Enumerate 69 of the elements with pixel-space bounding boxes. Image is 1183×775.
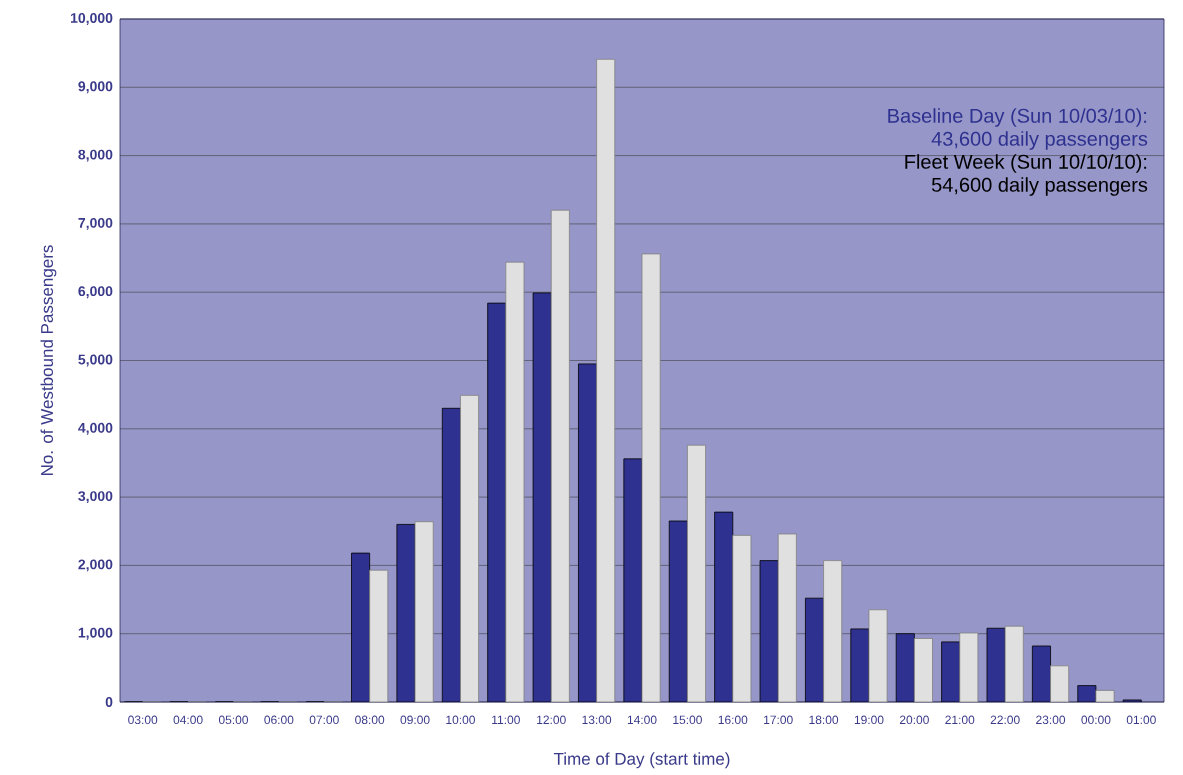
x-tick-label: 13:00 — [582, 715, 612, 725]
y-tick-label: 1,000 — [78, 627, 113, 640]
x-tick-label: 08:00 — [355, 715, 385, 725]
bar — [623, 458, 643, 703]
x-tick-label: 07:00 — [309, 715, 339, 725]
x-tick-label: 10:00 — [446, 715, 475, 725]
bar — [732, 535, 752, 703]
bar — [714, 511, 734, 703]
bar — [351, 552, 371, 703]
bar — [668, 520, 688, 703]
x-tick-label: 09:00 — [400, 715, 430, 725]
bar — [1004, 625, 1024, 703]
x-axis-title: Time of Day (start time) — [553, 752, 730, 769]
x-tick-label: 01:00 — [1126, 715, 1156, 725]
y-tick-label: 0 — [105, 697, 113, 708]
bar — [805, 597, 824, 703]
bar — [687, 444, 706, 703]
bar — [823, 560, 843, 703]
y-axis-title: No. of Westbound Passengers — [40, 245, 57, 476]
y-tick-label: 8,000 — [78, 149, 113, 162]
y-tick-label: 10,000 — [70, 13, 113, 26]
x-tick-label: 17:00 — [764, 715, 793, 725]
bar — [641, 253, 661, 703]
y-tick-label: 6,000 — [78, 286, 113, 299]
x-tick-label: 16:00 — [718, 715, 748, 725]
x-tick-label: 18:00 — [809, 715, 839, 725]
x-tick-label: 19:00 — [854, 715, 884, 725]
bar — [759, 560, 779, 703]
bar — [460, 394, 479, 703]
x-tick-label: 03:00 — [128, 715, 158, 725]
y-tick-label: 2,000 — [78, 559, 113, 572]
x-tick-label: 11:00 — [492, 715, 520, 725]
x-tick-label: 00:00 — [1081, 715, 1111, 725]
x-tick-label: 22:00 — [990, 715, 1020, 725]
bar — [414, 521, 434, 703]
bar — [596, 58, 616, 703]
y-tick-label: 3,000 — [78, 491, 113, 504]
bar — [959, 632, 979, 703]
x-tick-label: 23:00 — [1036, 715, 1066, 725]
bar — [913, 638, 933, 703]
bar — [441, 407, 461, 703]
bar — [578, 363, 598, 703]
y-tick-label: 4,000 — [78, 422, 113, 435]
annotation: 54,600 daily passengers — [931, 177, 1148, 196]
y-tick-label: 7,000 — [78, 218, 113, 230]
x-tick-label: 21:00 — [945, 715, 975, 725]
annotation: 43,600 daily passengers — [931, 131, 1148, 150]
bar — [850, 628, 870, 703]
x-tick-label: 05:00 — [218, 715, 249, 725]
bar — [532, 292, 552, 703]
y-tick-label: 5,000 — [78, 354, 113, 367]
bar — [505, 261, 525, 703]
annotation: Fleet Week (Sun 10/10/10): — [905, 154, 1147, 173]
bar — [777, 533, 797, 703]
x-tick-label: 15:00 — [673, 715, 702, 725]
x-tick-label: 12:00 — [537, 715, 566, 725]
bar — [895, 633, 915, 703]
y-tick-label: 9,000 — [78, 81, 113, 94]
annotation: Baseline Day (Sun 10/03/10): — [888, 108, 1147, 127]
x-tick-label: 06:00 — [264, 715, 294, 725]
bar — [550, 209, 570, 703]
x-tick-label: 14:00 — [627, 715, 657, 725]
bar — [487, 302, 507, 703]
x-tick-label: 20:00 — [899, 715, 929, 725]
bar — [1050, 665, 1070, 703]
bar — [369, 569, 389, 703]
bar — [1031, 645, 1051, 703]
bar — [941, 641, 961, 703]
x-tick-label: 04:00 — [173, 715, 203, 725]
